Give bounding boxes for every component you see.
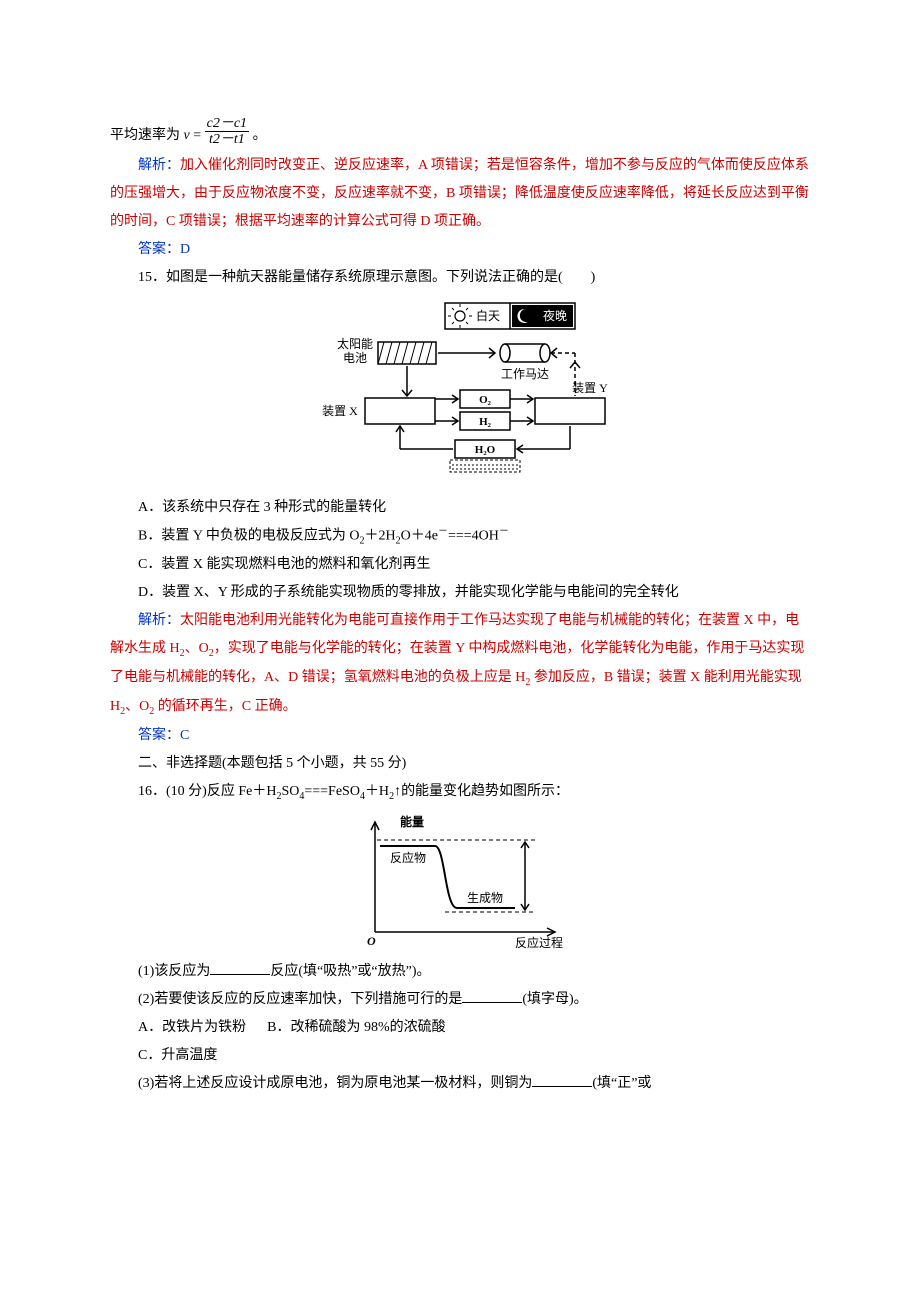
q14-answer-value: D	[180, 242, 190, 257]
q15-stem-text: 如图是一种航天器能量储存系统原理示意图。下列说法正确的是( )	[166, 270, 595, 285]
products-label: 生成物	[467, 891, 503, 905]
solar-label-1: 太阳能	[337, 336, 373, 351]
q15-b-mid2: O＋4e	[401, 528, 438, 543]
blank-fill[interactable]	[210, 960, 270, 975]
q16-stem-e: ↑的能量变化趋势如图所示：	[394, 784, 569, 799]
blank-fill[interactable]	[462, 988, 522, 1003]
q15-stem: 15．如图是一种航天器能量储存系统原理示意图。下列说法正确的是( )	[110, 264, 810, 292]
q16-p1-b: 反应(填“吸热”或“放热”)。	[270, 964, 430, 979]
q16-stem: 16．(10 分)反应 Fe＋H2SO4===FeSO4＋H2↑的能量变化趋势如…	[110, 778, 810, 807]
blank-fill[interactable]	[532, 1072, 592, 1087]
q16-chart: 能量 反应过程 O 反应物 生成物	[110, 812, 810, 952]
analysis-label: 解析：	[138, 613, 180, 628]
q15-b-pre: B．装置 Y 中负极的电极反应式为 O	[138, 528, 360, 543]
night-label: 夜晚	[543, 308, 567, 323]
q15-opt-a: A．该系统中只存在 3 种形式的能量转化	[110, 494, 810, 522]
q16-p2: (2)若要使该反应的反应速率加快，下列措施可行的是 (填字母)。	[110, 986, 810, 1014]
device-x-label: 装置 X	[322, 404, 358, 418]
formula-fraction: c2－c1 t2－t1	[205, 116, 249, 148]
q16-p2-opt-b: B．改稀硫酸为 98%的浓硫酸	[267, 1020, 446, 1035]
formula-var: v	[184, 128, 190, 143]
q16-p2-opt-c: C．升高温度	[110, 1042, 810, 1070]
q15-an-f: 的循环再生，C 正确。	[154, 699, 296, 714]
q15-answer-value: C	[180, 728, 189, 743]
q15-opt-c: C．装置 X 能实现燃料电池的燃料和氧化剂再生	[110, 551, 810, 579]
answer-label: 答案：	[138, 242, 180, 257]
reactants-label: 反应物	[390, 850, 426, 865]
formula-denominator: t2－t1	[205, 132, 249, 147]
solar-label-2: 电池	[343, 351, 367, 365]
energy-system-diagram: 白天 夜晚 太阳能 电池	[300, 298, 620, 488]
q16-stem-b: SO	[281, 784, 299, 799]
answer-label: 答案：	[138, 728, 180, 743]
h2-label: H₂	[479, 416, 492, 428]
q14-answer: 答案：D	[110, 236, 810, 264]
q14-analysis: 解析：加入催化剂同时改变正、逆反应速率，A 项错误；若是恒容条件，增加不参与反应…	[110, 152, 810, 236]
q15-answer: 答案：C	[110, 722, 810, 750]
formula-suffix: 。	[253, 128, 267, 143]
q15-analysis: 解析：太阳能电池利用光能转化为电能可直接作用于工作马达实现了电能与机械能的转化；…	[110, 607, 810, 721]
q15-b-mid1: ＋2H	[365, 528, 396, 543]
q16-p1: (1)该反应为 反应(填“吸热”或“放热”)。	[110, 958, 810, 986]
q16-p2-b: (填字母)。	[522, 992, 587, 1007]
q16-p3-a: (3)若将上述反应设计成原电池，铜为原电池某一极材料，则铜为	[138, 1076, 532, 1091]
q16-stem-d: ＋H	[365, 784, 389, 799]
device-y-label: 装置 Y	[572, 381, 608, 395]
origin: O	[367, 934, 376, 948]
ylabel: 能量	[400, 814, 424, 829]
q16-p3: (3)若将上述反应设计成原电池，铜为原电池某一极材料，则铜为 (填“正”或	[110, 1070, 810, 1098]
formula-equals: =	[193, 128, 201, 143]
q15-b-mid3: ===4OH	[448, 528, 499, 543]
q16-p1-a: (1)该反应为	[138, 964, 210, 979]
formula-numerator: c2－c1	[205, 116, 249, 132]
q16-p3-b: (填“正”或	[592, 1076, 651, 1091]
formula-prefix: 平均速率为	[110, 128, 180, 143]
q15-b-sup2: －	[499, 526, 509, 537]
q16-p2-opt-a: A．改铁片为铁粉	[138, 1020, 246, 1035]
q15-number: 15．	[138, 270, 166, 285]
h2o-label: H₂O	[475, 444, 496, 456]
motor-label: 工作马达	[501, 367, 549, 381]
q15-opt-b: B．装置 Y 中负极的电极反应式为 O2＋2H2O＋4e－===4OH－	[110, 522, 810, 551]
q16-stem-c: ===FeSO	[304, 784, 360, 799]
day-label: 白天	[476, 308, 500, 323]
page: 平均速率为 v = c2－c1 t2－t1 。 解析：加入催化剂同时改变正、逆反…	[0, 0, 920, 1158]
q15-an-b: 、O	[185, 641, 209, 656]
energy-curve-chart: 能量 反应过程 O 反应物 生成物	[345, 812, 575, 952]
q16-stem-a: (10 分)反应 Fe＋H	[166, 784, 276, 799]
q16-number: 16．	[138, 784, 166, 799]
q16-p2-a: (2)若要使该反应的反应速率加快，下列措施可行的是	[138, 992, 462, 1007]
analysis-label: 解析：	[138, 158, 180, 173]
q15-diagram: 白天 夜晚 太阳能 电池	[110, 298, 810, 488]
section-2-heading: 二、非选择题(本题包括 5 个小题，共 55 分)	[110, 750, 810, 778]
q14-analysis-text: 加入催化剂同时改变正、逆反应速率，A 项错误；若是恒容条件，增加不参与反应的气体…	[110, 158, 809, 229]
xlabel: 反应过程	[515, 935, 563, 950]
rate-formula-line: 平均速率为 v = c2－c1 t2－t1 。	[110, 120, 810, 152]
q15-b-sup: －	[438, 526, 448, 537]
o2-label: O₂	[479, 394, 492, 406]
q16-p2-options-ab: A．改铁片为铁粉 B．改稀硫酸为 98%的浓硫酸	[110, 1014, 810, 1042]
q15-an-e: 、O	[125, 699, 149, 714]
q15-opt-d: D．装置 X、Y 形成的子系统能实现物质的零排放，并能实现化学能与电能间的完全转…	[110, 579, 810, 607]
